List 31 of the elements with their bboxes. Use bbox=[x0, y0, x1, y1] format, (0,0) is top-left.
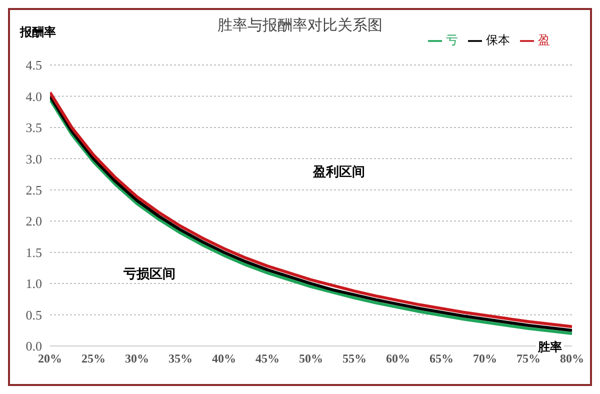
x-tick-label: 60% bbox=[386, 352, 410, 366]
y-tick-label: 2.0 bbox=[26, 214, 42, 229]
annotation: 亏损区间 bbox=[124, 266, 176, 284]
x-tick-label: 45% bbox=[256, 352, 280, 366]
y-tick-label: 1.0 bbox=[26, 276, 42, 292]
x-tick-label: 20% bbox=[38, 352, 62, 366]
x-tick-label: 55% bbox=[342, 352, 366, 366]
y-axis-title: 报酬率 bbox=[20, 24, 56, 41]
chart-title: 胜率与报酬率对比关系图 bbox=[218, 16, 382, 34]
y-tick-label: 2.5 bbox=[26, 182, 42, 198]
y-tick-label: 0.5 bbox=[26, 307, 42, 322]
x-axis-title: 胜率 bbox=[536, 340, 564, 354]
annotation: 盈利区间 bbox=[313, 164, 365, 181]
y-tick-label: 4.5 bbox=[26, 58, 42, 73]
legend-label: 盈 bbox=[538, 33, 550, 47]
x-tick-label: 40% bbox=[212, 352, 236, 366]
x-tick-label: 75% bbox=[516, 352, 540, 366]
legend-label: 保本 bbox=[486, 33, 510, 47]
x-tick-label: 80% bbox=[560, 352, 584, 366]
y-tick-label: 0.0 bbox=[26, 338, 42, 354]
legend-label: 亏 bbox=[446, 33, 458, 47]
x-tick-label: 30% bbox=[125, 352, 149, 366]
x-tick-label: 50% bbox=[299, 352, 323, 366]
x-tick-label: 35% bbox=[168, 352, 192, 366]
y-tick-label: 3.0 bbox=[26, 151, 42, 166]
y-tick-label: 1.5 bbox=[26, 244, 42, 260]
y-tick-label: 4.0 bbox=[26, 88, 42, 104]
x-tick-label: 70% bbox=[473, 352, 497, 366]
x-tick-label: 25% bbox=[82, 352, 106, 366]
y-tick-label: 3.5 bbox=[26, 120, 42, 136]
x-tick-label: 65% bbox=[430, 352, 454, 366]
